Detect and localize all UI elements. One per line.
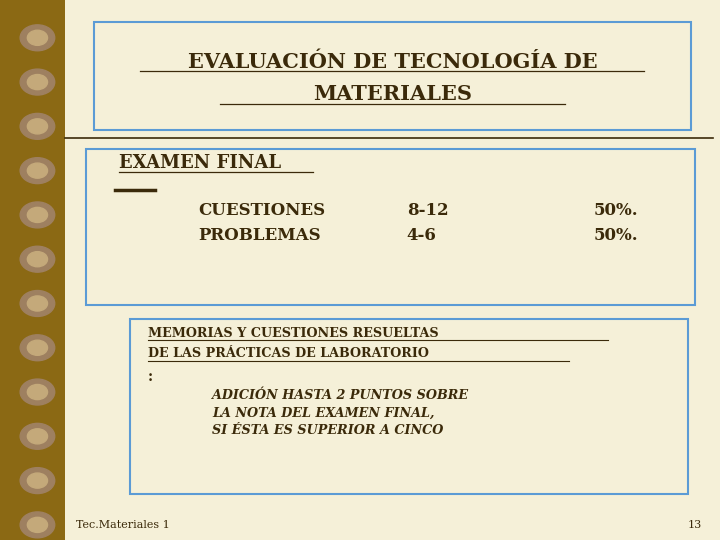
Text: 50%.: 50%. <box>594 227 639 245</box>
Circle shape <box>20 335 55 361</box>
Circle shape <box>20 69 55 95</box>
Text: Tec.Materiales 1: Tec.Materiales 1 <box>76 520 169 530</box>
Text: PROBLEMAS: PROBLEMAS <box>198 227 320 245</box>
Text: 8-12: 8-12 <box>407 202 449 219</box>
Circle shape <box>20 379 55 405</box>
Circle shape <box>27 473 48 488</box>
FancyBboxPatch shape <box>130 319 688 494</box>
Circle shape <box>27 252 48 267</box>
Circle shape <box>27 75 48 90</box>
FancyBboxPatch shape <box>94 22 691 130</box>
Circle shape <box>27 517 48 532</box>
Circle shape <box>20 113 55 139</box>
Circle shape <box>27 119 48 134</box>
Circle shape <box>27 207 48 222</box>
Circle shape <box>20 25 55 51</box>
Text: 4-6: 4-6 <box>407 227 436 245</box>
Circle shape <box>27 30 48 45</box>
Circle shape <box>20 468 55 494</box>
Text: :: : <box>148 370 153 384</box>
FancyBboxPatch shape <box>86 148 695 305</box>
Circle shape <box>20 423 55 449</box>
Text: MATERIALES: MATERIALES <box>313 84 472 105</box>
Text: ADICIÓN HASTA 2 PUNTOS SOBRE: ADICIÓN HASTA 2 PUNTOS SOBRE <box>212 389 469 402</box>
Text: LA NOTA DEL EXAMEN FINAL,: LA NOTA DEL EXAMEN FINAL, <box>212 407 435 420</box>
Circle shape <box>27 296 48 311</box>
Text: EVALUACIÓN DE TECNOLOGÍA DE: EVALUACIÓN DE TECNOLOGÍA DE <box>188 52 597 72</box>
Text: CUESTIONES: CUESTIONES <box>198 202 325 219</box>
FancyBboxPatch shape <box>0 0 65 540</box>
Text: MEMORIAS Y CUESTIONES RESUELTAS: MEMORIAS Y CUESTIONES RESUELTAS <box>148 327 438 340</box>
Text: 13: 13 <box>688 520 702 530</box>
Text: 50%.: 50%. <box>594 202 639 219</box>
Circle shape <box>27 340 48 355</box>
Circle shape <box>20 246 55 272</box>
Text: EXAMEN FINAL: EXAMEN FINAL <box>119 154 281 172</box>
Circle shape <box>20 202 55 228</box>
Circle shape <box>27 429 48 444</box>
Circle shape <box>27 163 48 178</box>
Circle shape <box>20 291 55 316</box>
Text: DE LAS PRÁCTICAS DE LABORATORIO: DE LAS PRÁCTICAS DE LABORATORIO <box>148 347 428 360</box>
Text: SI ÉSTA ES SUPERIOR A CINCO: SI ÉSTA ES SUPERIOR A CINCO <box>212 424 444 437</box>
Circle shape <box>20 512 55 538</box>
Circle shape <box>20 158 55 184</box>
Circle shape <box>27 384 48 400</box>
